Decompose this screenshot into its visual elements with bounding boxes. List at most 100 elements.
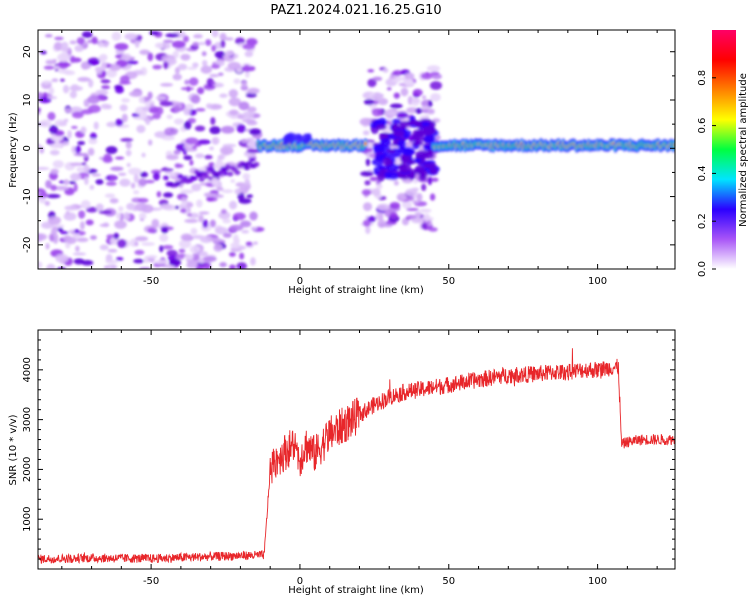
heatmap-cell: [180, 53, 191, 61]
heatmap-cell: [206, 77, 214, 87]
heatmap-cell: [118, 206, 124, 212]
heatmap-cell: [183, 142, 194, 150]
heatmap-cell: [393, 180, 399, 186]
heatmap-cell: [228, 89, 239, 98]
heatmap-cell: [202, 219, 209, 229]
heatmap-cell: [133, 116, 147, 120]
y-tick-label: 3000: [22, 407, 33, 432]
heatmap-cell: [249, 157, 256, 162]
heatmap-cell: [139, 49, 151, 55]
heatmap-cell: [46, 263, 56, 269]
heatmap-cell: [421, 105, 431, 110]
heatmap-cell: [196, 87, 205, 95]
heatmap-cell: [166, 249, 178, 257]
heatmap-cell: [430, 71, 440, 76]
spectrogram-frame: [37, 29, 676, 270]
heatmap-cell: [387, 148, 396, 153]
heatmap-cell: [220, 209, 227, 215]
heatmap-cell: [100, 103, 110, 110]
heatmap-cell: [106, 68, 118, 78]
heatmap-cell: [365, 225, 371, 235]
heatmap-cell: [230, 242, 240, 249]
heatmap-cell: [81, 162, 87, 166]
heatmap-cell: [95, 89, 109, 96]
heatmap-cell: [109, 198, 119, 204]
heatmap-cell: [389, 103, 403, 109]
heatmap-cell: [392, 70, 403, 76]
heatmap-cell: [404, 72, 415, 81]
heatmap-cell: [211, 136, 220, 145]
heatmap-cell: [87, 147, 95, 156]
heatmap-cell: [121, 98, 131, 103]
heatmap-cell: [412, 88, 423, 97]
heatmap-cell: [161, 226, 169, 234]
heatmap-cell: [200, 65, 213, 74]
heatmap-cell: [376, 172, 385, 182]
heatmap-cell: [67, 130, 72, 139]
heatmap-cell: [222, 218, 231, 224]
y-tick-label: 4000: [22, 357, 33, 382]
heatmap-cell: [397, 173, 406, 179]
heatmap-cell: [57, 62, 72, 67]
heatmap-cell: [85, 219, 94, 226]
heatmap-cell: [234, 37, 245, 45]
heatmap-cell: [75, 245, 80, 252]
heatmap-cell: [87, 95, 100, 104]
heatmap-cell: [224, 37, 234, 41]
heatmap-cell: [63, 235, 72, 242]
heatmap-cell: [76, 166, 85, 173]
heatmap-cell: [382, 157, 392, 166]
heatmap-cell: [177, 173, 184, 179]
heatmap-cell: [214, 226, 228, 235]
heatmap-cell: [236, 262, 248, 269]
heatmap-cell: [78, 210, 86, 219]
heatmap-cell: [57, 227, 64, 232]
heatmap-cell: [159, 100, 174, 107]
colorbar-bar: [712, 30, 736, 269]
heatmap-cell: [138, 178, 148, 187]
heatmap-cell: [126, 202, 136, 211]
heatmap-cell: [103, 265, 109, 269]
heatmap-cell: [109, 175, 117, 181]
heatmap-cell: [151, 218, 160, 228]
heatmap-cell: [159, 233, 169, 242]
heatmap-cell: [253, 241, 258, 245]
heatmap-cell: [162, 39, 174, 44]
heatmap-cell: [128, 91, 143, 97]
colorbar-tick-label: 0.4: [697, 165, 708, 181]
heatmap-cell: [121, 53, 132, 61]
heatmap-cell: [52, 160, 64, 169]
heatmap-cell: [149, 106, 160, 114]
heatmap-cell: [396, 193, 407, 202]
heatmap-cell: [59, 52, 70, 60]
heatmap-cell: [429, 167, 438, 175]
heatmap-cell: [232, 234, 239, 242]
heatmap-cell: [430, 177, 439, 182]
heatmap-cell: [171, 40, 186, 49]
heatmap-cell: [175, 256, 184, 260]
heatmap-cell: [152, 172, 160, 181]
heatmap-cell: [164, 127, 178, 136]
heatmap-cell: [156, 191, 162, 198]
heatmap-cell: [361, 189, 372, 196]
heatmap-cell: [77, 77, 91, 82]
heatmap-cell: [113, 232, 120, 240]
heatmap-cell: [100, 79, 111, 84]
heatmap-cell: [241, 80, 248, 88]
heatmap-cell: [125, 149, 132, 157]
heatmap-cell: [228, 97, 241, 107]
heatmap-cell: [192, 41, 200, 47]
heatmap-cell: [98, 41, 104, 48]
heatmap-cell: [87, 39, 93, 44]
heatmap-cell: [209, 219, 216, 228]
heatmap-cell: [155, 95, 167, 100]
heatmap-cell: [71, 125, 78, 129]
heatmap-cell: [184, 218, 199, 224]
heatmap-cell: [40, 50, 47, 55]
heatmap-cell: [58, 180, 66, 184]
heatmap-cell: [401, 146, 415, 157]
heatmap-cell: [427, 108, 435, 115]
heatmap-cell: [211, 44, 217, 52]
heatmap-cell: [89, 132, 97, 140]
heatmap-cell: [84, 176, 89, 186]
